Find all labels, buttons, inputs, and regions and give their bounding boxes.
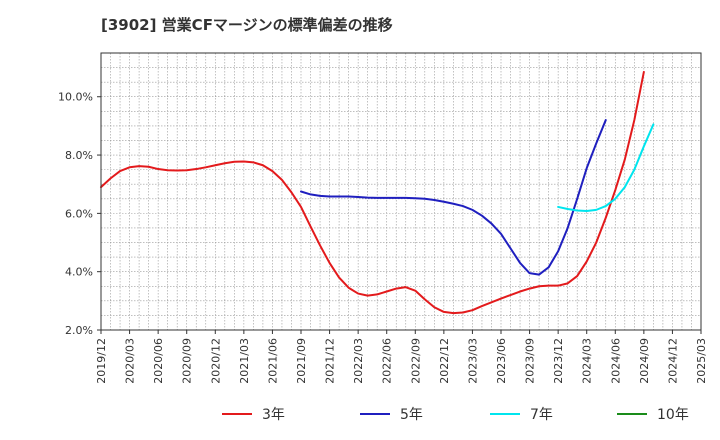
x-tick-label: 2023/12 (552, 338, 565, 384)
x-tick-label: 2022/12 (438, 338, 451, 384)
x-tick-label: 2021/12 (324, 338, 337, 384)
grid (100, 53, 702, 330)
x-tick-label: 2024/06 (609, 338, 622, 384)
x-tick-label: 2020/09 (181, 338, 194, 384)
x-tick-label: 2024/03 (581, 338, 594, 384)
x-tick-label: 2020/06 (152, 338, 165, 384)
y-tick-label: 8.0% (65, 149, 93, 162)
x-tick-label: 2020/03 (124, 338, 137, 384)
x-tick-label: 2024/09 (638, 338, 651, 384)
x-tick-label: 2025/03 (695, 338, 708, 384)
legend-label: 3年 (262, 407, 285, 423)
plot-frame (100, 52, 702, 331)
series-line-7年 (557, 123, 655, 213)
x-tick-label: 2021/06 (266, 338, 279, 384)
legend-label: 7年 (530, 407, 553, 423)
series-line-5年 (300, 119, 607, 276)
legend: 3年 5年 7年 10年 (222, 407, 689, 423)
x-tick-label: 2022/03 (352, 338, 365, 384)
x-tick-label: 2022/06 (381, 338, 394, 384)
x-tick-label: 2023/03 (466, 338, 479, 384)
series-line-3年 (100, 70, 645, 315)
y-tick-label: 6.0% (65, 207, 93, 220)
y-tick-label: 10.0% (58, 91, 93, 104)
y-tick-label: 2.0% (65, 324, 93, 337)
x-tick-label: 2021/03 (238, 338, 251, 384)
x-tick-label: 2021/09 (295, 338, 308, 384)
x-tick-label: 2023/09 (524, 338, 537, 384)
x-tick-label: 2020/12 (209, 338, 222, 384)
y-axis: 2.0% 4.0% 6.0% 8.0% 10.0% (58, 91, 101, 337)
x-tick-label: 2022/09 (409, 338, 422, 384)
legend-label: 5年 (400, 407, 423, 423)
x-tick-label: 2024/12 (666, 338, 679, 384)
x-axis: 2019/12 2020/03 2020/06 2020/09 2020/12 2021/… (95, 330, 708, 384)
series (100, 70, 655, 315)
x-tick-label: 2019/12 (95, 338, 108, 384)
chart-title: [3902] 営業CFマージンの標準偏差の推移 (101, 16, 393, 34)
legend-label: 10年 (657, 407, 689, 423)
y-tick-label: 4.0% (65, 266, 93, 279)
x-tick-label: 2023/06 (495, 338, 508, 384)
